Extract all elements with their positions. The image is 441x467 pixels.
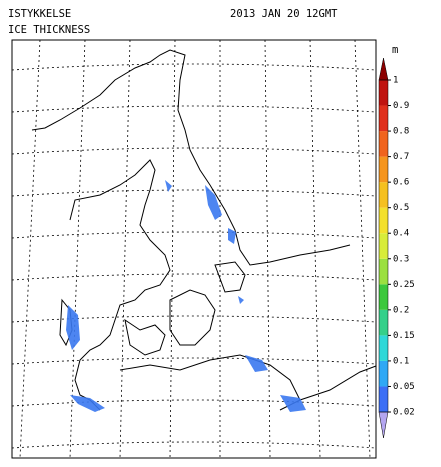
graticule	[11, 39, 377, 459]
title-english: ICE THICKNESS	[8, 24, 90, 36]
colorbar-segment	[379, 80, 388, 106]
colorbar-tick-label: 0.7	[393, 152, 409, 162]
colorbar-tick-label: 0.02	[393, 408, 415, 418]
map	[11, 39, 377, 459]
colorbar-tick-label: 0.05	[393, 382, 415, 392]
colorbar-tick-label: 0.15	[393, 331, 415, 341]
colorbar-segment	[379, 182, 388, 208]
colorbar-over	[378, 57, 389, 81]
colorbar-tick-label: 0.8	[393, 127, 409, 137]
colorbar-segment	[379, 335, 388, 361]
colorbar-segment	[379, 105, 388, 132]
ice-areas	[66, 180, 306, 412]
date-stamp: 2013 JAN 20 12GMT	[230, 8, 338, 20]
colorbar-tick-label: 0.5	[393, 203, 409, 213]
colorbar-tick-label: 0.4	[393, 229, 409, 239]
map-frame	[11, 39, 377, 459]
colorbar-segment	[379, 233, 388, 259]
colorbar-segment	[379, 131, 388, 157]
title-norwegian: ISTYKKELSE	[8, 8, 71, 20]
colorbar-segment	[379, 284, 388, 310]
colorbar-tick-label: 0.6	[393, 178, 409, 188]
colorbar-tick-label: 1	[393, 76, 398, 86]
colorbar-segment	[379, 309, 388, 336]
colorbar-tick-label: 0.2	[393, 305, 409, 315]
colorbar-under	[378, 411, 389, 439]
colorbar-segment	[379, 258, 388, 285]
colorbar-tick-label: 0.1	[393, 356, 409, 366]
coastlines	[31, 49, 377, 411]
colorbar-tick-label: 0.25	[393, 280, 415, 290]
colorbar-tick-label: 0.3	[393, 254, 409, 264]
colorbar-unit: m	[392, 44, 398, 56]
colorbar-segment	[379, 360, 388, 387]
colorbar-segment	[379, 156, 388, 183]
colorbar-segment	[379, 386, 388, 412]
colorbar-tick-label: 0.9	[393, 101, 409, 111]
colorbar-segment	[379, 207, 388, 234]
colorbar-outline	[378, 79, 389, 413]
